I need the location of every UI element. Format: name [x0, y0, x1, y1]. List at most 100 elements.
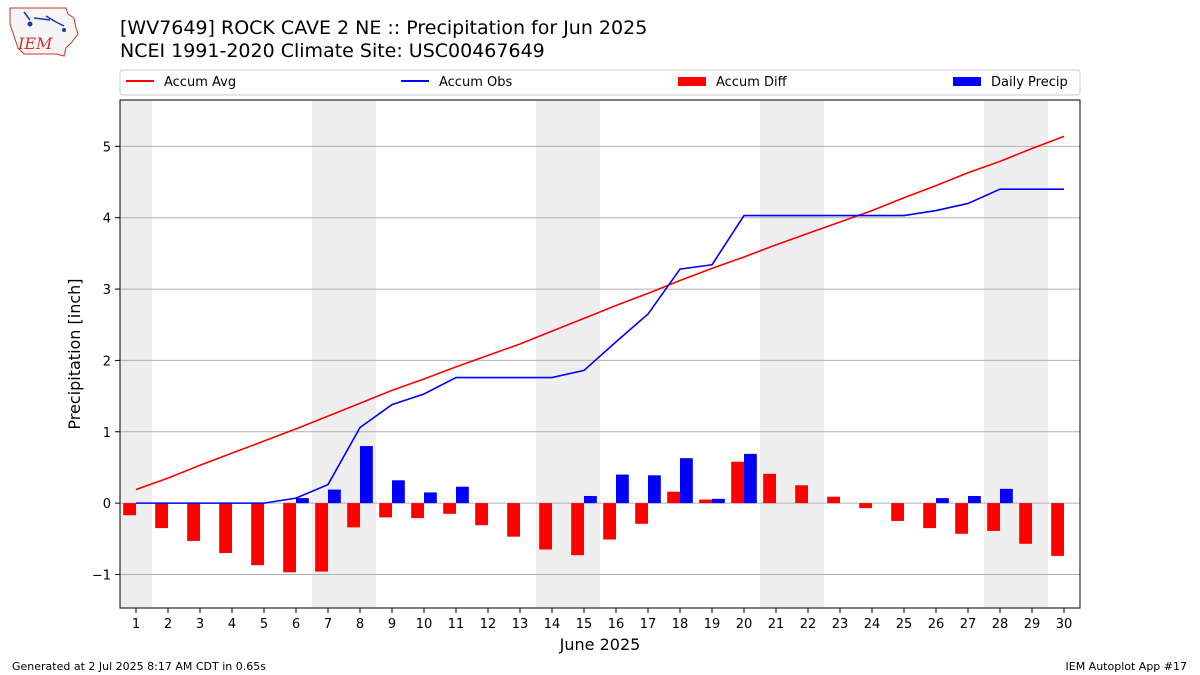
x-tick-label: 21 [768, 617, 785, 632]
accum-diff-bar [923, 503, 936, 529]
accum-diff-bar [315, 503, 328, 572]
daily-precip-bar [648, 475, 661, 504]
x-tick-label: 4 [228, 617, 236, 632]
daily-precip-bar [392, 480, 405, 504]
x-tick-label: 14 [544, 617, 561, 632]
accum-diff-bar [763, 473, 776, 504]
x-tick-label: 15 [576, 617, 593, 632]
x-tick-label: 3 [196, 617, 204, 632]
bars [123, 446, 1064, 573]
y-tick-label: 3 [103, 283, 111, 298]
x-tick-label: 5 [260, 617, 268, 632]
accum-diff-bar [603, 503, 616, 540]
chart-subtitle: NCEI 1991-2020 Climate Site: USC00467649 [120, 40, 545, 62]
legend: Accum Avg Accum Obs Accum Diff Daily Precip [119, 69, 1081, 96]
daily-precip-bar [328, 489, 341, 504]
accum-diff-bar [475, 503, 488, 526]
y-tick-label: 1 [103, 426, 111, 441]
accum-diff-bar [827, 496, 840, 504]
x-tick-label: 2 [164, 617, 172, 632]
x-tick-label: 20 [736, 617, 753, 632]
x-tick-label: 26 [928, 617, 945, 632]
x-tick-label: 16 [608, 617, 625, 632]
y-tick-label: 4 [103, 212, 111, 227]
x-tick-label: 29 [1024, 617, 1041, 632]
y-gridlines [120, 145, 1080, 575]
weekend-shade-day-21 [760, 100, 792, 608]
accum-diff-bar [123, 503, 136, 516]
legend-swatch-2 [678, 77, 706, 86]
accum-diff-bar [347, 503, 360, 528]
daily-precip-bar [456, 486, 469, 504]
accum-diff-bar [443, 503, 456, 514]
x-tick-label: 17 [640, 617, 657, 632]
x-tick-label: 9 [388, 617, 396, 632]
accum-diff-bar [699, 499, 712, 504]
daily-precip-bar [424, 492, 437, 504]
x-tick-label: 30 [1056, 617, 1073, 632]
daily-precip-bar [744, 453, 757, 504]
app-credit: IEM Autoplot App #17 [1065, 660, 1188, 673]
daily-precip-bar [1000, 488, 1013, 504]
y-tick-label: 5 [103, 140, 111, 155]
x-axis-label: June 2025 [559, 635, 641, 654]
accum-diff-bar [667, 491, 680, 504]
accum-avg-line [135, 135, 1065, 491]
accum-diff-bar [1051, 503, 1064, 556]
plot-area [119, 99, 1081, 609]
x-tick-label: 27 [960, 617, 977, 632]
y-axis-label: Precipitation [inch] [65, 278, 84, 429]
legend-box [119, 69, 1081, 96]
x-tick-label: 8 [356, 617, 364, 632]
x-tick-label: 12 [480, 617, 497, 632]
weekend-shade-day-1 [120, 100, 152, 608]
accum-diff-bar [251, 503, 264, 566]
daily-precip-bar [968, 495, 981, 504]
x-tick-label: 10 [416, 617, 433, 632]
daily-precip-bar [584, 495, 597, 504]
x-tick-label: 6 [292, 617, 300, 632]
accum-diff-bar [635, 503, 648, 524]
legend-label-3: Daily Precip [991, 75, 1068, 90]
accum-diff-bar [219, 503, 232, 554]
accum-obs-line [136, 188, 1064, 504]
daily-precip-bar [712, 498, 725, 504]
legend-swatch-3 [953, 77, 981, 86]
chart-title: [WV7649] ROCK CAVE 2 NE :: Precipitation… [120, 17, 648, 39]
accum-diff-bar [155, 503, 168, 529]
x-tick-label: 19 [704, 617, 721, 632]
x-tick-label: 1 [132, 617, 140, 632]
x-tick-label: 25 [896, 617, 913, 632]
iem-logo: IEM [9, 7, 79, 57]
accum-diff-bar [411, 503, 424, 519]
accum-diff-bar [859, 503, 872, 509]
x-tick-label: 11 [448, 617, 465, 632]
accum-diff-bar [507, 503, 520, 537]
daily-precip-bar [616, 474, 629, 504]
accum-diff-bar [571, 503, 584, 556]
accum-diff-bar [955, 503, 968, 534]
x-tick-label: 24 [864, 617, 881, 632]
accum-diff-bar [379, 503, 392, 518]
legend-label-1: Accum Obs [439, 75, 512, 90]
accum-diff-bar [731, 461, 744, 504]
x-tick-label: 13 [512, 617, 529, 632]
legend-label-2: Accum Diff [716, 75, 788, 90]
daily-precip-bar [936, 498, 949, 504]
weekend-shade-day-8 [344, 100, 376, 608]
accum-diff-bar [283, 503, 296, 573]
weekend-shade-day-22 [792, 100, 824, 608]
accum-diff-bar [795, 485, 808, 504]
accum-diff-bar [1019, 503, 1032, 544]
legend-label-0: Accum Avg [164, 75, 236, 90]
accum-diff-bar [187, 503, 200, 541]
y-tick-label: 2 [103, 354, 111, 369]
generated-timestamp: Generated at 2 Jul 2025 8:17 AM CDT in 0… [12, 660, 266, 673]
accum-diff-bar [539, 503, 552, 550]
accum-diff-bar [987, 503, 1000, 531]
accum-diff-bar [891, 503, 904, 521]
x-tick-label: 23 [832, 617, 849, 632]
x-tick-label: 22 [800, 617, 817, 632]
